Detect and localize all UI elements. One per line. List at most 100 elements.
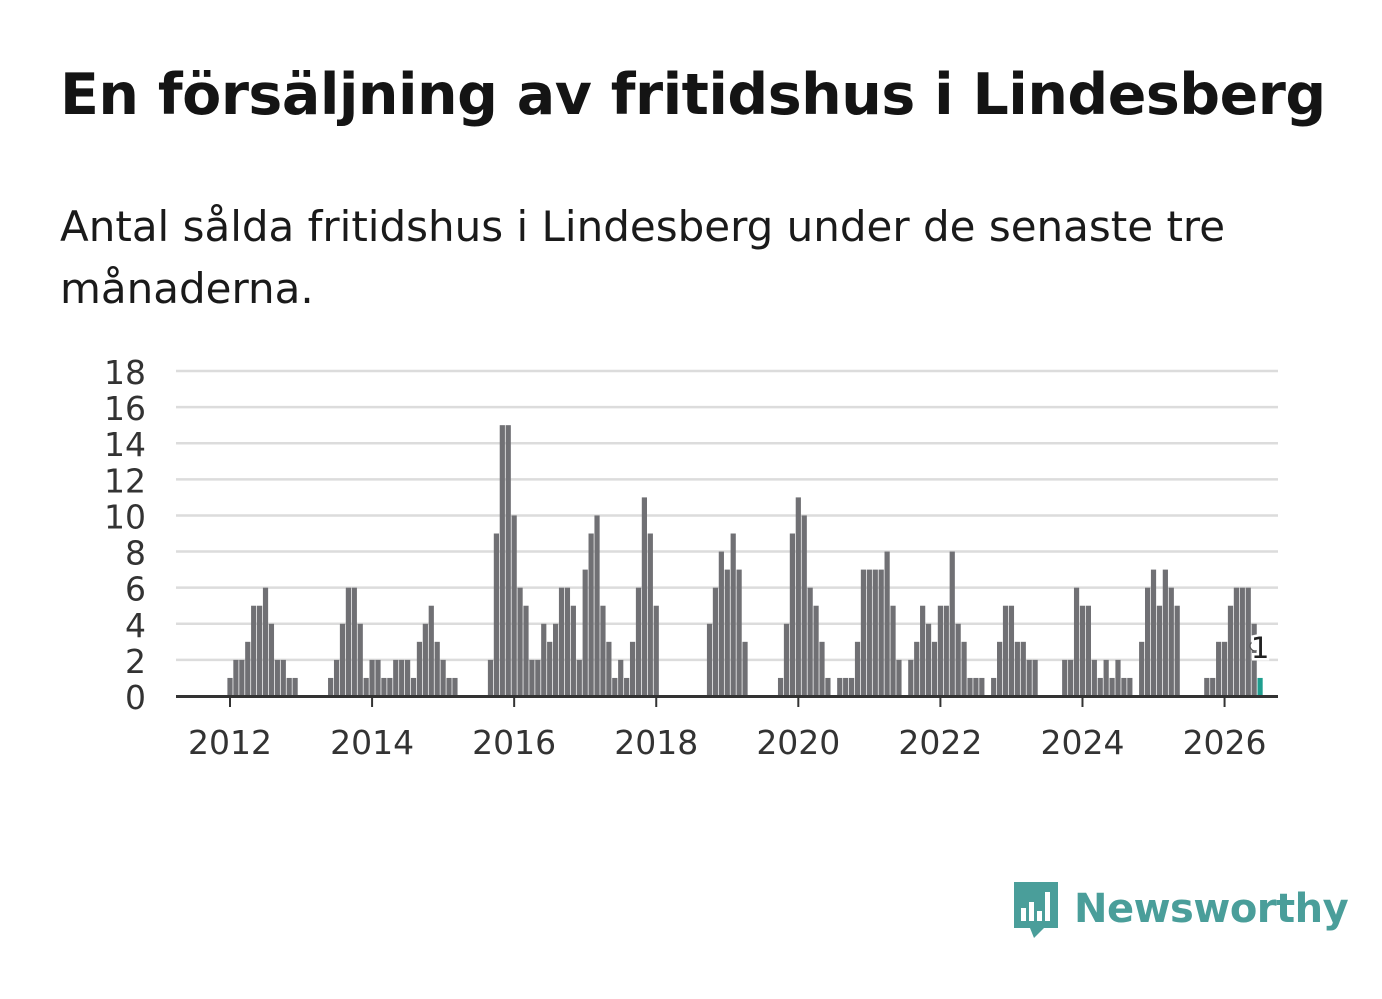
bar	[393, 659, 399, 696]
bar	[529, 659, 535, 696]
brand-logo: Newsworthy	[1010, 876, 1349, 942]
bar	[262, 587, 269, 696]
bar	[1097, 677, 1103, 696]
bar	[884, 551, 890, 696]
bars	[227, 425, 1263, 696]
bar	[387, 677, 393, 696]
y-tick-label: 16	[104, 389, 146, 428]
bar	[706, 623, 713, 696]
bar	[813, 605, 819, 696]
bar	[257, 605, 263, 696]
bar	[428, 605, 434, 696]
bar	[1210, 677, 1216, 696]
bar	[647, 533, 653, 696]
bar	[446, 677, 452, 696]
bar	[588, 533, 594, 696]
bar	[582, 569, 588, 696]
bar	[440, 659, 446, 696]
bar	[641, 497, 647, 696]
bar	[576, 659, 582, 696]
y-tick-label: 12	[104, 461, 146, 500]
bar	[547, 641, 553, 696]
y-tick-label: 18	[104, 353, 146, 392]
bar	[1020, 641, 1026, 696]
bar	[535, 659, 541, 696]
y-tick-label: 0	[125, 678, 146, 717]
bar	[517, 587, 523, 696]
bar	[1174, 605, 1180, 696]
y-tick-label: 8	[125, 534, 146, 573]
bar	[819, 641, 825, 696]
bar	[1091, 659, 1097, 696]
bar	[227, 677, 233, 696]
bar	[1068, 659, 1074, 696]
bar	[351, 587, 357, 696]
bar	[369, 659, 375, 696]
x-tick-label: 2026	[1183, 723, 1267, 762]
bar	[1156, 605, 1163, 696]
x-tick-label: 2020	[756, 723, 840, 762]
bar	[606, 641, 612, 696]
bar	[795, 497, 801, 696]
bar	[410, 677, 417, 696]
bar	[1032, 659, 1038, 696]
x-tick-label: 2024	[1040, 723, 1124, 762]
bar	[333, 659, 340, 696]
bar	[724, 569, 730, 696]
bar	[328, 677, 334, 696]
bar	[499, 425, 505, 696]
bar	[925, 623, 932, 696]
bar	[854, 641, 861, 696]
bar	[1233, 587, 1239, 696]
gridlines	[176, 369, 1278, 662]
bar	[268, 623, 275, 696]
bar	[801, 515, 807, 696]
bar	[600, 605, 606, 696]
y-tick-label: 4	[125, 606, 146, 645]
bar	[487, 659, 494, 696]
bar	[541, 623, 547, 696]
bar	[280, 659, 286, 696]
bar	[1257, 677, 1263, 696]
bar	[635, 587, 642, 696]
y-tick-label: 2	[125, 642, 146, 681]
bar	[233, 659, 239, 696]
brand-name: Newsworthy	[1074, 886, 1349, 932]
bar	[1103, 659, 1109, 696]
bar	[961, 641, 967, 696]
bar	[1109, 677, 1115, 696]
bar	[931, 641, 938, 696]
bar	[1239, 587, 1245, 696]
bar	[890, 605, 896, 696]
bar	[943, 605, 949, 696]
bar	[239, 659, 245, 696]
bar	[1062, 659, 1068, 696]
bar	[1168, 587, 1174, 696]
bar	[1245, 587, 1251, 696]
annotation: 1	[1248, 628, 1271, 667]
bar	[849, 677, 855, 696]
bar	[1204, 677, 1210, 696]
bar	[399, 659, 405, 696]
bar	[1227, 605, 1234, 696]
bar	[594, 515, 600, 696]
bar	[914, 641, 920, 696]
bar	[979, 677, 985, 696]
bar	[991, 677, 997, 696]
bar	[878, 569, 884, 696]
bar	[967, 677, 973, 696]
bar	[1145, 587, 1151, 696]
bar	[624, 677, 630, 696]
x-tick-label: 2022	[898, 723, 982, 762]
bar	[955, 623, 961, 696]
bar	[783, 623, 790, 696]
bar	[339, 623, 346, 696]
bar	[837, 677, 843, 696]
x-tick-label: 2016	[472, 723, 556, 762]
bar	[405, 659, 411, 696]
bar	[523, 605, 529, 696]
bar	[789, 533, 795, 696]
x-tick-label: 2014	[330, 723, 414, 762]
bar	[511, 515, 517, 696]
